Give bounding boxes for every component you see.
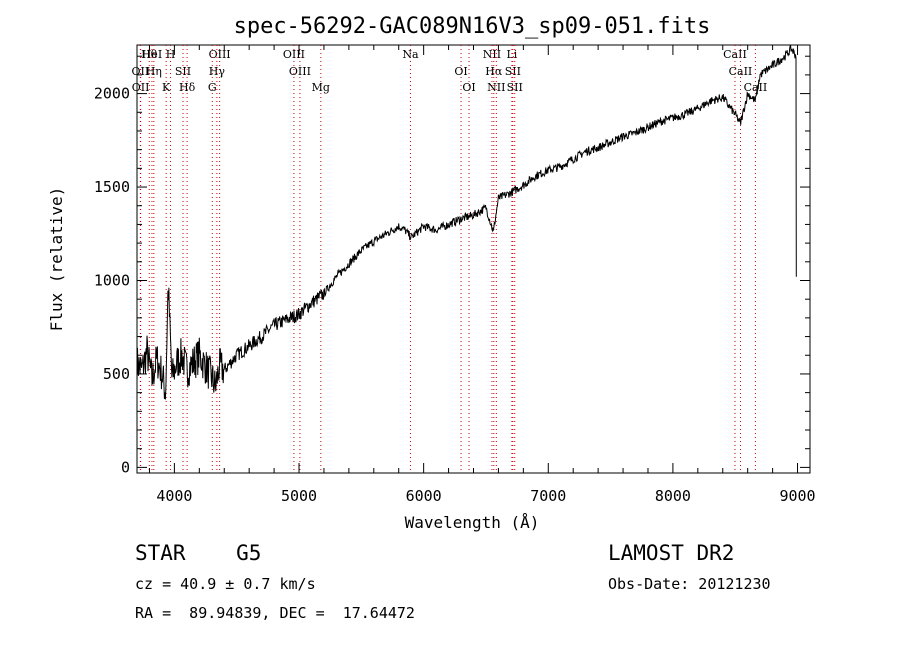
marker-label: K xyxy=(162,81,171,94)
marker-label: Hγ xyxy=(209,65,226,78)
y-tick-label: 1000 xyxy=(94,271,130,289)
marker-label: OIII xyxy=(289,65,311,78)
y-axis-label: Flux (relative) xyxy=(47,187,66,332)
y-tick-label: 1500 xyxy=(94,178,130,196)
marker-label: SII xyxy=(507,81,523,94)
marker-label: OII xyxy=(132,81,150,94)
marker-label: OII xyxy=(132,65,150,78)
redshift-velocity: cz = 40.9 ± 0.7 km/s xyxy=(135,575,316,593)
coordinates: RA = 89.94839, DEC = 17.64472 xyxy=(135,604,415,622)
y-tick-label: 0 xyxy=(121,458,130,476)
marker-label: NII xyxy=(487,81,505,94)
x-tick-label: 7000 xyxy=(530,487,566,505)
survey-name: LAMOST DR2 xyxy=(608,541,735,565)
marker-label: HeI xyxy=(142,48,162,61)
marker-label: Na xyxy=(402,48,419,61)
marker-label: CaII xyxy=(729,65,753,78)
marker-label: Hα xyxy=(485,65,503,78)
marker-label: OI xyxy=(454,65,467,78)
chart-title: spec-56292-GAC089N16V3_sp09-051.fits xyxy=(234,14,711,39)
plot-frame xyxy=(136,44,811,474)
line-markers: HθOIIOIIHeIHηKHSIIHδOIIIHγGOIIIOIIIMgNaO… xyxy=(132,45,768,473)
marker-label: OIII xyxy=(283,48,305,61)
marker-label: CaII xyxy=(723,48,747,61)
marker-label: G xyxy=(208,81,217,94)
marker-label: OIII xyxy=(209,48,231,61)
marker-label: Mg xyxy=(312,81,330,94)
marker-label: Hδ xyxy=(179,81,196,94)
y-tick-label: 500 xyxy=(103,365,130,383)
marker-label: SII xyxy=(505,65,521,78)
marker-label: Hη xyxy=(146,65,162,78)
spectrum-line xyxy=(136,44,797,400)
observation-date: Obs-Date: 20121230 xyxy=(608,575,771,593)
x-tick-label: 9000 xyxy=(779,487,815,505)
marker-label: CaII xyxy=(744,81,768,94)
marker-label: Li xyxy=(506,48,517,61)
marker-label: OI xyxy=(462,81,475,94)
x-tick-label: 8000 xyxy=(655,487,691,505)
object-class: STAR G5 xyxy=(135,541,262,565)
y-tick-label: 2000 xyxy=(94,85,130,103)
y-ticks: 0 500 1000 1500 2000 xyxy=(94,55,810,476)
marker-label: H xyxy=(166,48,176,61)
x-tick-label: 4000 xyxy=(156,487,192,505)
marker-label: SII xyxy=(175,65,191,78)
x-axis-label: Wavelength (Å) xyxy=(405,513,540,532)
x-tick-label: 5000 xyxy=(281,487,317,505)
x-tick-label: 6000 xyxy=(406,487,442,505)
x-ticks: 4000 5000 6000 7000 8000 9000 xyxy=(148,45,816,505)
